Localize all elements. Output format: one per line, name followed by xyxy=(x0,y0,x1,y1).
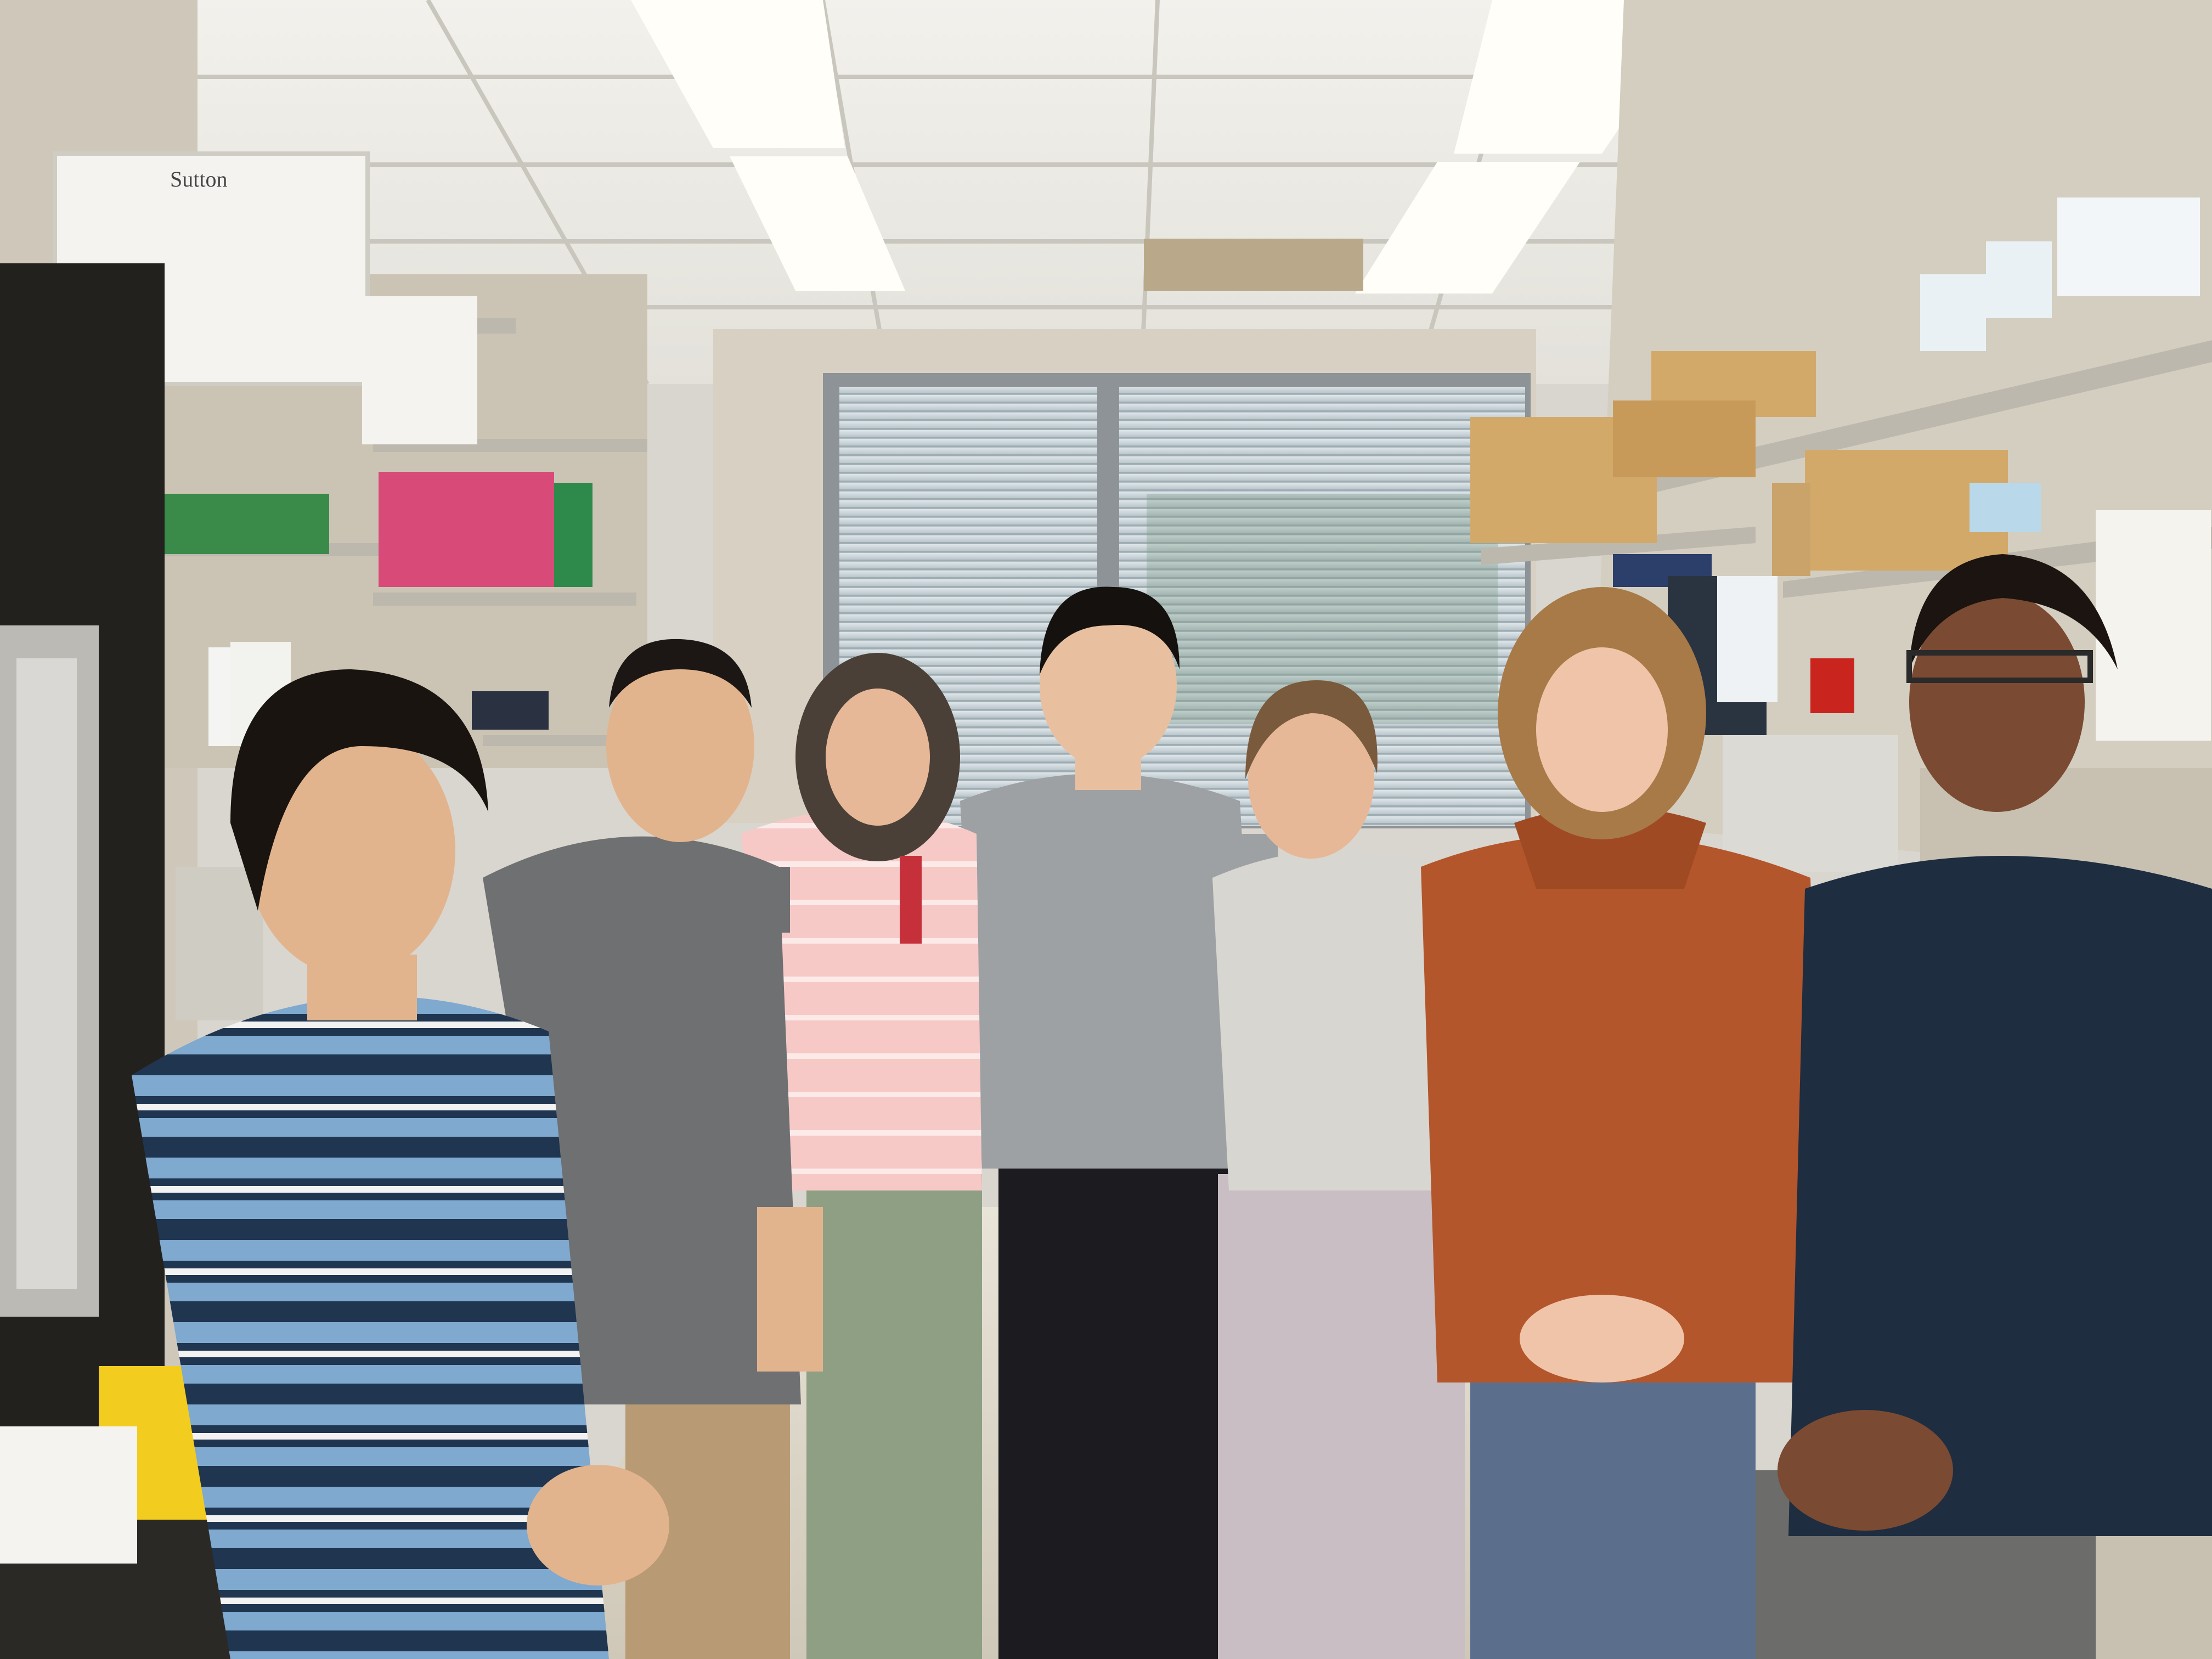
ceiling-lights xyxy=(631,0,1706,294)
person-3 xyxy=(741,653,982,1659)
person-7 xyxy=(1756,554,2212,1659)
bin-label: Sutton xyxy=(170,167,227,191)
person-6 xyxy=(1421,587,1827,1659)
person-1 xyxy=(132,669,669,1659)
people-group xyxy=(132,554,2212,1659)
person-5 xyxy=(1212,680,1470,1659)
